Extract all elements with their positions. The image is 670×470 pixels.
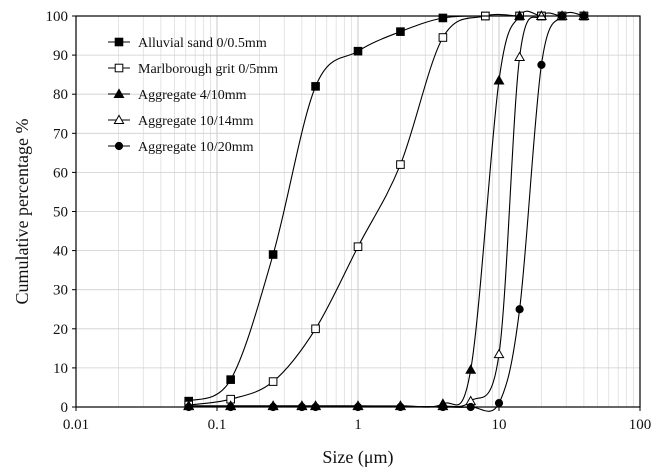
- y-tick-label: 20: [53, 322, 68, 338]
- legend-label: Aggregate 10/20mm: [138, 140, 254, 155]
- data-point-5: [515, 305, 524, 314]
- y-tick-label: 10: [53, 361, 68, 377]
- legend-label: Marlborough grit 0/5mm: [138, 62, 278, 77]
- data-point-1: [353, 46, 363, 56]
- y-tick-label: 90: [53, 48, 68, 64]
- y-tick-label: 30: [53, 283, 68, 299]
- data-point-4: [514, 51, 526, 62]
- legend-label: Aggregate 10/14mm: [138, 114, 254, 129]
- y-tick-label: 0: [61, 400, 69, 416]
- data-point-4: [493, 348, 505, 359]
- data-point-1: [226, 375, 235, 384]
- x-tick-label: 0.01: [63, 417, 89, 433]
- legend-label: Alluvial sand 0/0.5mm: [138, 36, 267, 51]
- legend: Alluvial sand 0/0.5mm Marlborough grit 0/…: [108, 36, 278, 155]
- data-point-3: [493, 74, 505, 85]
- legend-label: Aggregate 4/10mm: [138, 88, 247, 103]
- y-tick-label: 100: [46, 9, 69, 25]
- data-point-5: [537, 60, 546, 69]
- legend-marker: [114, 37, 124, 47]
- y-tick-label: 40: [53, 244, 68, 260]
- data-point-2: [311, 324, 320, 334]
- data-point-2: [396, 160, 405, 169]
- legend-marker: [114, 63, 124, 73]
- y-tick-label: 60: [53, 165, 68, 181]
- y-tick-label: 50: [53, 205, 68, 221]
- data-point-1: [268, 250, 278, 259]
- grid: [76, 16, 640, 407]
- data-point-1: [311, 82, 320, 91]
- y-axis-title: Cumulative percentage %: [12, 119, 32, 305]
- data-point-1: [438, 13, 448, 23]
- data-point-2: [268, 377, 278, 386]
- x-tick-label: 1: [354, 417, 362, 433]
- data-point-1: [396, 27, 405, 36]
- y-tick-label: 70: [53, 126, 68, 142]
- data-point-3: [465, 364, 477, 374]
- data-point-5: [494, 398, 504, 408]
- legend-marker: [113, 88, 125, 98]
- x-tick-label: 0.1: [208, 417, 227, 433]
- x-tick-label: 100: [629, 417, 652, 433]
- legend-marker: [114, 141, 124, 151]
- tick-labels: 0 10 20 30 40 50 60 70 80 90 100 0.01 0.1 1 10 100: [46, 9, 652, 433]
- legend-marker: [113, 114, 125, 124]
- data-point-2: [353, 242, 363, 251]
- y-tick-label: 80: [53, 87, 68, 103]
- x-axis-title: Size (μm): [322, 447, 393, 468]
- data-point-2: [438, 33, 448, 42]
- x-tick-label: 10: [492, 417, 507, 433]
